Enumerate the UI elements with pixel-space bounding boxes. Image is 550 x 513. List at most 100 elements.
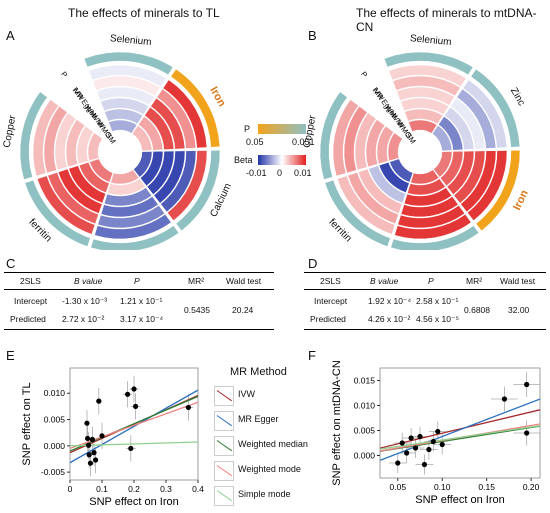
scatter-plots: 0 0.1 0.2 0.3 0.4 -0.005 0.000 0.005 0.010 SNP ef… [21, 360, 541, 508]
heat-cell [36, 175, 96, 235]
x-tick-label: 0.4 [192, 484, 204, 494]
heat-cell [100, 196, 159, 218]
heat-cell [133, 151, 153, 178]
heat-cell [397, 205, 466, 229]
p-value-arc [324, 179, 391, 247]
p-value-arc [83, 51, 174, 76]
y-tick-label: 0.005 [354, 426, 376, 436]
heat-cell [368, 165, 406, 204]
table-d-row-p: 2.58 x 10⁻¹ [416, 296, 459, 306]
data-point [421, 461, 428, 468]
heat-cell [65, 119, 86, 168]
y-tick-label: 0.000 [354, 451, 376, 461]
regression-line [70, 389, 198, 464]
table-c-row-label: Predicted [10, 314, 46, 324]
table-c-header-p: P [134, 276, 140, 286]
heat-cell [343, 105, 368, 174]
heat-cell [404, 108, 444, 125]
x-tick-label: 0.2 [128, 484, 140, 494]
table-c-header-2sls: 2SLS [20, 276, 41, 286]
heat-cell [57, 168, 103, 214]
heat-cell [357, 168, 403, 214]
table-d-row-b: 1.92 x 10⁻⁴ [368, 296, 412, 306]
x-tick-label: 0.15 [478, 482, 495, 492]
heat-cell [78, 161, 110, 193]
data-point [99, 433, 105, 439]
heat-cell [146, 150, 175, 195]
heat-cell [54, 112, 77, 171]
p-value-arc [175, 150, 221, 232]
table-c-row-p: 1.21 x 10⁻¹ [120, 296, 163, 306]
p-value-arc [470, 68, 521, 148]
table-c-row-b: -1.30 x 10⁻³ [62, 296, 108, 306]
p-value-arc [319, 91, 348, 180]
table-c-row-p: 3.17 x 10⁻⁴ [120, 314, 164, 324]
heat-cell [467, 150, 508, 221]
panel-label-d: D [308, 256, 318, 271]
heat-cell [453, 150, 486, 204]
table-c-header-mr2: MR² [188, 276, 205, 286]
mr-legend-swatch [214, 486, 234, 506]
x-tick-label: 0.10 [434, 482, 451, 492]
scatter-plot-e: 0 0.1 0.2 0.3 0.4 -0.005 0.000 0.005 0.010 SNP ef… [21, 367, 204, 508]
heat-cell [456, 88, 497, 149]
y-axis-label: SNP effect on mtDNA-CN [331, 360, 343, 486]
panel-label-c: C [6, 256, 16, 271]
circular-heatmap-b: SeleniumZincIronCalciumferritinCopperPIV… [302, 33, 531, 250]
p-value-arc [383, 51, 474, 76]
panel-label-e: E [6, 348, 15, 363]
heat-cell [92, 75, 161, 97]
p-value-arc [24, 179, 91, 247]
x-axis-label: SNP effect on Iron [415, 494, 504, 506]
beta-scale-tick-mid: 0 [277, 168, 283, 178]
p-value-arc [90, 225, 180, 250]
mr-legend-item: MR Egger [214, 411, 314, 431]
mr-legend-item: Weighted mode [214, 461, 314, 481]
heat-cell [108, 119, 138, 134]
heat-cell [365, 119, 386, 168]
beta-scale-title: Beta [234, 155, 253, 165]
mr-legend-item: Simple mode [214, 486, 314, 506]
x-tick-label: 0.3 [160, 484, 172, 494]
heat-cell [88, 64, 167, 88]
regression-line [70, 395, 198, 452]
x-axis-label: SNP effect on Iron [89, 496, 178, 508]
heat-cell [347, 172, 399, 225]
heat-cell [89, 158, 114, 183]
heat-cell [450, 97, 486, 150]
data-point [133, 403, 139, 409]
title-b: The effects of minerals to mtDNA-CN [356, 6, 537, 34]
circular-heatmaps: SeleniumIronCalciumZincferritinCopperPIV… [2, 33, 531, 250]
data-point [395, 460, 401, 466]
heat-cell [153, 150, 186, 204]
heat-cell [150, 97, 186, 150]
data-point [85, 435, 91, 442]
data-point [86, 452, 92, 458]
regression-line [380, 398, 540, 461]
table-c-mr2: 0.5435 [184, 305, 210, 315]
sector-label: Iron [511, 188, 531, 212]
heat-cell [394, 213, 472, 240]
heat-cell [400, 97, 449, 116]
table-d-row-label: Predicted [310, 314, 346, 324]
title-a: The effects of minerals to TL [68, 6, 220, 20]
sector-label: Iron [207, 85, 228, 109]
color-scale-legend: P 0.05 0.051 Beta -0.01 0 0.01 [232, 120, 315, 180]
y-tick-label: 0.010 [354, 401, 376, 411]
circular-heatmap-a: SeleniumIronCalciumZincferritinCopperPIV… [2, 33, 234, 250]
heat-cell [376, 125, 394, 165]
mr-legend-title: MR Method [230, 366, 287, 378]
table-c-header-wald: Wald test [226, 276, 262, 286]
table-c-header-b: B value [74, 276, 103, 286]
heat-cell [144, 106, 175, 150]
table-c-row-label: Intercept [14, 296, 48, 306]
heat-cell [438, 116, 464, 151]
table-d-wald: 32.00 [508, 305, 530, 315]
y-axis-label: SNP effect on TL [21, 382, 33, 465]
p-value-arc [390, 225, 480, 250]
p-value-arc [475, 150, 521, 232]
data-point [417, 433, 423, 440]
table-d-mr2: 0.6808 [464, 305, 490, 315]
mr-legend-label: Weighted mode [238, 464, 301, 474]
heat-cell [68, 165, 106, 204]
